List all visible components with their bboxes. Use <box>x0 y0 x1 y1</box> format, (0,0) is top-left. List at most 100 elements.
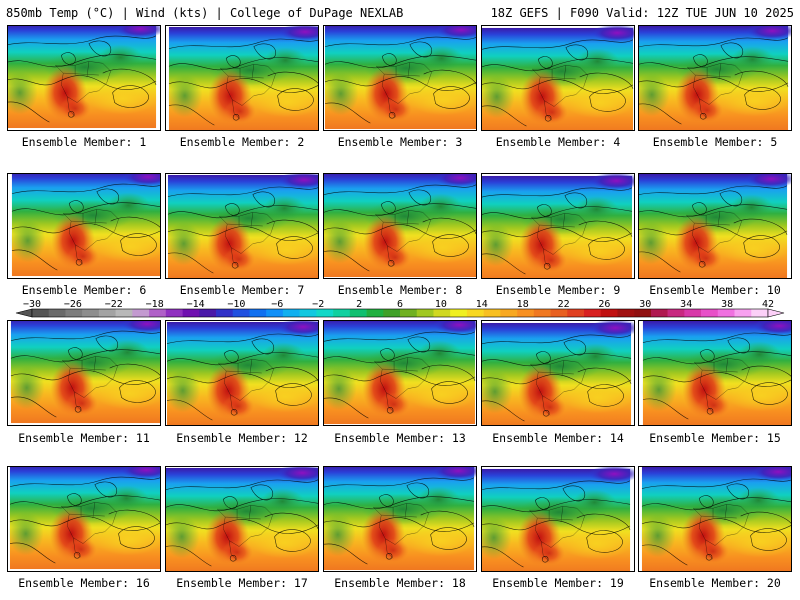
colorbar-swatch <box>299 309 317 317</box>
colorbar-swatch <box>383 309 401 317</box>
ensemble-member-label: Ensemble Member: 2 <box>179 135 305 149</box>
colorbar-swatch <box>500 309 518 317</box>
colorbar-swatch <box>98 309 116 317</box>
ensemble-member-label: Ensemble Member: 6 <box>21 283 147 297</box>
colorbar-tick-label: 2 <box>356 299 362 310</box>
ensemble-member-label: Ensemble Member: 3 <box>337 135 463 149</box>
colorbar-swatch <box>232 309 250 317</box>
colorbar-tick-label: 14 <box>476 299 488 310</box>
colorbar-tick-label: 6 <box>397 299 403 310</box>
ensemble-member-map <box>481 25 635 131</box>
ensemble-member-label: Ensemble Member: 18 <box>334 576 466 590</box>
ensemble-member-map <box>323 320 477 426</box>
colorbar-tick-label: 10 <box>435 299 447 310</box>
ensemble-member-map <box>7 320 161 426</box>
colorbar-swatch <box>751 309 769 317</box>
ensemble-member-label: Ensemble Member: 16 <box>18 576 150 590</box>
colorbar-swatch <box>450 309 468 317</box>
ensemble-member-map <box>638 25 792 131</box>
ensemble-member-map <box>165 25 319 131</box>
ensemble-member-label: Ensemble Member: 4 <box>495 135 621 149</box>
colorbar-swatch <box>466 309 484 317</box>
ensemble-member-map <box>165 466 319 572</box>
ensemble-member-map <box>481 173 635 279</box>
colorbar-tick-label: −26 <box>64 299 82 310</box>
colorbar-swatch <box>349 309 367 317</box>
ensemble-member-label: Ensemble Member: 9 <box>495 283 621 297</box>
colorbar-swatch <box>216 309 234 317</box>
colorbar-tick-label: −18 <box>146 299 164 310</box>
colorbar-tick-label: −10 <box>227 299 245 310</box>
colorbar-swatch <box>684 309 702 317</box>
ensemble-member-label: Ensemble Member: 15 <box>649 431 781 445</box>
colorbar-swatch <box>115 309 133 317</box>
colorbar-swatch <box>65 309 83 317</box>
ensemble-member-label: Ensemble Member: 11 <box>18 431 150 445</box>
ensemble-member-map <box>323 173 477 279</box>
colorbar-tick-label: 22 <box>558 299 570 310</box>
colorbar-swatch <box>600 309 618 317</box>
temperature-colorbar: −30 −26 −22 −18 −14 −10 −6 −2 2 6 10 14 18 22 26 30 34 38… <box>15 299 785 318</box>
colorbar-swatch <box>132 309 150 317</box>
ensemble-member-map <box>323 25 477 131</box>
colorbar-swatch <box>550 309 568 317</box>
ensemble-member-label: Ensemble Member: 17 <box>176 576 308 590</box>
colorbar-swatch <box>32 309 50 317</box>
colorbar-swatch <box>667 309 685 317</box>
ensemble-member-label: Ensemble Member: 13 <box>334 431 466 445</box>
map-title: 850mb Temp (°C) | Wind (kts) | College o… <box>6 6 404 20</box>
colorbar-tick-label: −22 <box>105 299 123 310</box>
colorbar-tick-label: 26 <box>598 299 610 310</box>
colorbar-swatch <box>433 309 451 317</box>
colorbar-swatch <box>249 309 267 317</box>
colorbar-swatch <box>584 309 602 317</box>
colorbar-swatch <box>634 309 652 317</box>
colorbar-swatch <box>701 309 719 317</box>
colorbar-tick-label: −2 <box>312 299 324 310</box>
ensemble-member-label: Ensemble Member: 7 <box>179 283 305 297</box>
colorbar-swatch <box>199 309 217 317</box>
ensemble-member-map <box>638 466 792 572</box>
colorbar-tick-label: −30 <box>23 299 41 310</box>
colorbar-swatch <box>734 309 752 317</box>
colorbar-swatch <box>533 309 551 317</box>
colorbar-swatch <box>149 309 167 317</box>
colorbar-swatch <box>82 309 100 317</box>
colorbar-swatch <box>316 309 334 317</box>
colorbar-swatch <box>416 309 434 317</box>
colorbar-swatch <box>717 309 735 317</box>
colorbar-tick-label: 42 <box>762 299 774 310</box>
ensemble-member-label: Ensemble Member: 1 <box>21 135 147 149</box>
colorbar-tick-label: −14 <box>187 299 205 310</box>
ensemble-member-map <box>481 320 635 426</box>
colorbar-tick-label: −6 <box>271 299 283 310</box>
ensemble-member-map <box>7 173 161 279</box>
colorbar-swatch <box>165 309 183 317</box>
ensemble-member-map <box>165 173 319 279</box>
colorbar-swatch <box>517 309 535 317</box>
ensemble-member-map <box>638 173 792 279</box>
colorbar-max-arrow <box>767 308 785 318</box>
colorbar-swatch <box>266 309 284 317</box>
ensemble-member-map <box>165 320 319 426</box>
ensemble-member-map <box>7 25 161 131</box>
colorbar-tick-label: 30 <box>639 299 651 310</box>
ensemble-member-label: Ensemble Member: 12 <box>176 431 308 445</box>
colorbar-swatch <box>650 309 668 317</box>
colorbar-swatch <box>483 309 501 317</box>
ensemble-member-label: Ensemble Member: 8 <box>337 283 463 297</box>
model-run-info: 18Z GEFS | F090 Valid: 12Z TUE JUN 10 20… <box>490 6 794 20</box>
colorbar-tick-label: 34 <box>680 299 692 310</box>
colorbar-swatch <box>567 309 585 317</box>
colorbar-swatch <box>400 309 418 317</box>
colorbar-swatch <box>182 309 200 317</box>
ensemble-member-map <box>638 320 792 426</box>
colorbar-tick-label: 38 <box>721 299 733 310</box>
ensemble-member-label: Ensemble Member: 5 <box>652 135 778 149</box>
colorbar-swatch <box>282 309 300 317</box>
colorbar-min-arrow <box>15 308 33 318</box>
colorbar-swatch <box>366 309 384 317</box>
colorbar-swatch <box>617 309 635 317</box>
ensemble-member-label: Ensemble Member: 10 <box>649 283 781 297</box>
colorbar-swatch <box>333 309 351 317</box>
